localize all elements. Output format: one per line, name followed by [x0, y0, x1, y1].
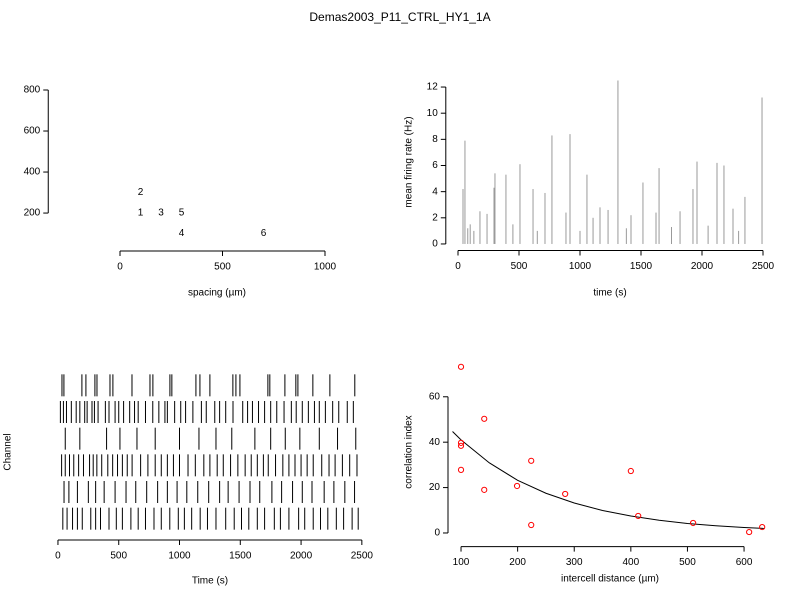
x-tick-label: 1000: [314, 262, 337, 273]
point: [746, 528, 753, 536]
y-tick-label: 12: [427, 82, 439, 93]
electrode-label: 6: [261, 228, 267, 239]
y-tick-label: 40: [429, 437, 441, 448]
electrode-label: 3: [158, 208, 164, 219]
x-tick-label: 1000: [569, 261, 592, 272]
figure-title: Demas2003_P11_CTRL_HY1_1A: [309, 10, 490, 24]
x-axis-title: spacing (µm): [188, 288, 246, 299]
x-tick-label: 300: [566, 557, 583, 568]
x-axis-title: intercell distance (µm): [561, 574, 659, 585]
x-axis-title: time (s): [593, 288, 626, 299]
x-tick-label: 500: [679, 557, 696, 568]
y-tick-label: 600: [24, 126, 41, 137]
x-tick-label: 500: [110, 551, 127, 562]
y-tick-label: 2: [432, 212, 438, 223]
x-tick-label: 2000: [290, 551, 313, 562]
x-tick-label: 1500: [229, 551, 252, 562]
x-tick-label: 100: [453, 557, 470, 568]
y-tick-label: 0: [434, 528, 440, 539]
y-tick-label: 4: [432, 186, 438, 197]
fit-curve: [452, 431, 764, 529]
y-tick-label: 0: [432, 239, 438, 250]
x-tick-label: 0: [455, 261, 461, 272]
x-tick-label: 0: [117, 262, 123, 273]
point: [562, 490, 569, 498]
electrode-label: 4: [179, 228, 185, 239]
x-tick-label: 1500: [630, 261, 653, 272]
x-tick-label: 2000: [691, 261, 714, 272]
point: [457, 466, 465, 473]
point: [627, 467, 634, 475]
y-tick-label: 20: [429, 482, 441, 493]
x-axis-title: Time (s): [192, 576, 228, 587]
point: [481, 415, 488, 422]
electrode-label: 5: [179, 208, 185, 219]
electrode-label: 2: [138, 187, 144, 198]
point: [759, 523, 766, 531]
x-tick-label: 0: [55, 551, 61, 562]
y-tick-label: 6: [432, 160, 438, 171]
point: [481, 486, 488, 493]
point: [457, 442, 465, 449]
y-tick-label: 400: [24, 167, 41, 178]
x-tick-label: 2500: [752, 261, 775, 272]
x-tick-label: 200: [509, 557, 526, 568]
x-tick-label: 600: [736, 557, 753, 568]
y-axis-title: mean firing rate (Hz): [404, 116, 415, 207]
y-tick-label: 200: [24, 208, 41, 219]
y-axis-title: correlation index: [404, 415, 415, 488]
x-tick-label: 400: [622, 557, 639, 568]
point: [457, 363, 465, 370]
y-tick-label: 8: [432, 134, 438, 145]
point: [528, 457, 535, 464]
point: [690, 519, 697, 527]
x-tick-label: 2500: [351, 551, 374, 562]
point: [457, 439, 465, 446]
x-tick-label: 500: [511, 261, 528, 272]
y-axis-title: Channel: [3, 433, 14, 470]
y-tick-label: 10: [427, 108, 439, 119]
y-tick-label: 60: [429, 391, 441, 402]
point: [528, 521, 535, 529]
point: [513, 482, 521, 490]
electrode-label: 1: [138, 208, 144, 219]
point: [635, 512, 642, 520]
y-tick-label: 800: [24, 85, 41, 96]
x-tick-label: 1000: [168, 551, 191, 562]
x-tick-label: 500: [214, 262, 231, 273]
